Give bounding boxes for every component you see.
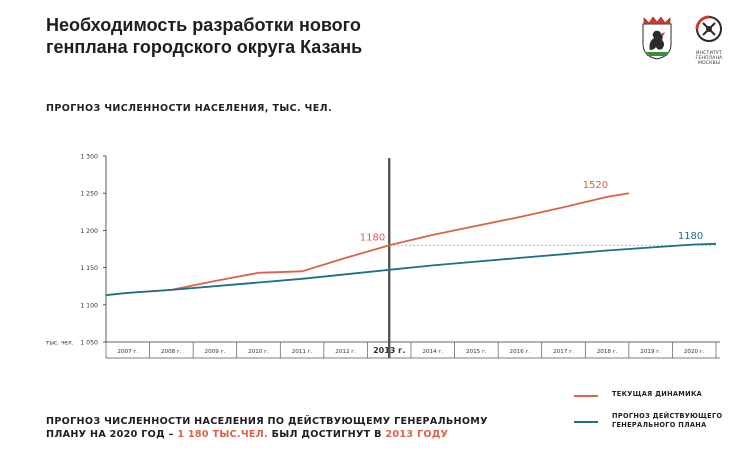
x-tick-label: 2007 г. xyxy=(117,349,138,355)
note-part3: БЫЛ ДОСТИГНУТ В xyxy=(268,429,386,440)
y-tick-label: 1 200 xyxy=(80,228,98,235)
x-tick-label: 2009 г. xyxy=(205,349,226,355)
y-tick-label: 1 250 xyxy=(80,191,98,198)
x-tick-label: 2012 г. xyxy=(335,349,356,355)
annotation-label: 1180 xyxy=(678,231,703,242)
marker-year-line xyxy=(388,158,391,358)
page-title-line2: генплана городского округа Казань xyxy=(46,37,363,57)
note-highlight-year: 2013 ГОДУ xyxy=(385,429,449,440)
note-highlight-value: 1 180 ТЫС.ЧЕЛ. xyxy=(177,429,268,440)
kazan-coat-of-arms-icon xyxy=(640,14,674,60)
page-title: Необходимость разработки нового генплана… xyxy=(46,14,486,58)
y-axis-unit-label: тыс. чел. xyxy=(46,341,74,347)
legend-label-current: ТЕКУЩАЯ ДИНАМИКА xyxy=(612,390,703,398)
x-tick-label: 2020 г. xyxy=(684,349,705,355)
legend-label-plan: ПРОГНОЗ ДЕЙСТВУЮЩЕГО ГЕНЕРАЛЬНОГО ПЛАНА xyxy=(612,412,723,429)
x-tick-label: 2017 г. xyxy=(553,349,574,355)
institute-logo-icon: ИНСТИТУТ ГЕНПЛАНА МОСКВЫ xyxy=(684,12,734,66)
x-tick-label: 2018 г. xyxy=(597,349,618,355)
x-tick-label: 2015 г. xyxy=(466,349,487,355)
y-tick-label: 1 300 xyxy=(80,154,98,161)
note-part1: ПРОГНОЗ ЧИСЛЕННОСТИ НАСЕЛЕНИЯ ПО ДЕЙСТВУ… xyxy=(46,416,488,427)
annotation-label: 1180 xyxy=(360,232,385,243)
institute-text-line3: МОСКВЫ xyxy=(697,61,721,66)
x-tick-label: 2016 г. xyxy=(510,349,531,355)
y-tick-label: 1 100 xyxy=(80,302,98,309)
institute-text-line2: ГЕНПЛАНА xyxy=(695,56,723,61)
legend-swatch-current xyxy=(574,395,598,397)
annotation-label: 1520 xyxy=(583,180,608,191)
legend-swatch-plan xyxy=(574,421,598,423)
chart-subtitle: ПРОГНОЗ ЧИСЛЕННОСТИ НАСЕЛЕНИЯ, ТЫС. ЧЕЛ. xyxy=(46,103,332,114)
y-tick-label: 1 150 xyxy=(80,265,98,272)
note-part2: ПЛАНУ НА 2020 ГОД – xyxy=(46,429,178,440)
institute-text-line1: ИНСТИТУТ xyxy=(696,51,722,56)
page-title-line1: Необходимость разработки нового xyxy=(46,15,361,35)
bottom-note: ПРОГНОЗ ЧИСЛЕННОСТИ НАСЕЛЕНИЯ ПО ДЕЙСТВУ… xyxy=(46,415,546,441)
x-tick-label: 2008 г. xyxy=(161,349,182,355)
series-line-plan xyxy=(105,242,717,296)
y-tick-label: 1 050 xyxy=(80,340,98,347)
x-tick-label: 2019 г. xyxy=(640,349,661,355)
x-tick-label: 2014 г. xyxy=(422,349,443,355)
x-tick-label: 2010 г. xyxy=(248,349,269,355)
x-tick-label: 2011 г. xyxy=(292,349,313,355)
series-line-current xyxy=(105,192,630,296)
